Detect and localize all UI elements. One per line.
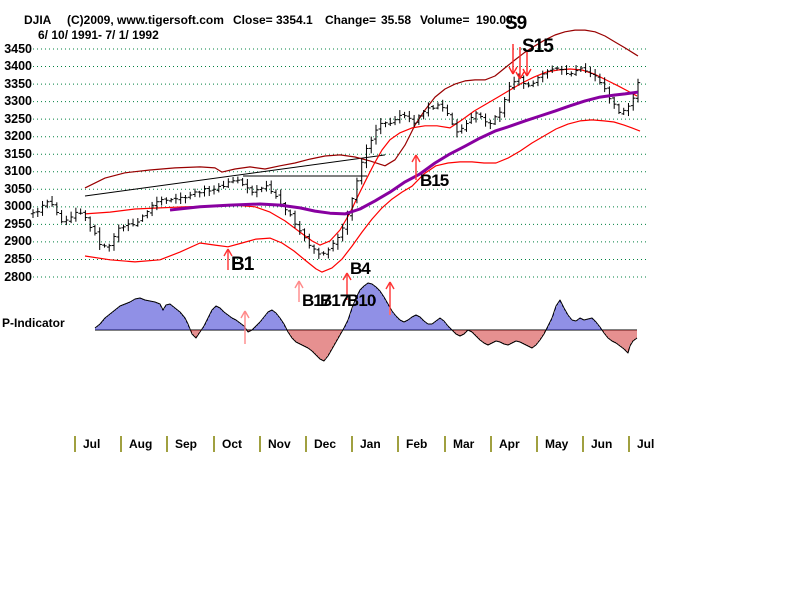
month-label-9-apr: Apr — [499, 437, 520, 451]
date-range: 6/ 10/ 1991- 7/ 1/ 1992 — [38, 28, 159, 42]
signal-label-s9-6: S9 — [505, 13, 527, 34]
y-axis-label-3300: 3300 — [4, 94, 32, 109]
y-axis-label-3150: 3150 — [4, 146, 32, 161]
y-axis-label-3350: 3350 — [4, 76, 32, 91]
signal-label-b4-1: B4 — [350, 259, 371, 278]
month-label-3-oct: Oct — [222, 437, 243, 451]
copyright-text: (C)2009, www.tigersoft.com — [67, 13, 224, 27]
month-label-5-dec: Dec — [314, 437, 337, 451]
close-label: Close= — [233, 13, 273, 27]
month-label-7-feb: Feb — [406, 437, 428, 451]
month-label-8-mar: Mar — [453, 437, 475, 451]
y-axis-label-2800: 2800 — [4, 269, 32, 284]
signal-label-b15-2: B15 — [420, 171, 449, 190]
change-label: Change= — [325, 13, 377, 27]
signal-label-b17-3: B17 — [302, 291, 331, 310]
y-axis-label-3100: 3100 — [4, 164, 32, 179]
month-label-0-jul: Jul — [83, 437, 101, 451]
y-axis-label-3400: 3400 — [4, 59, 32, 74]
y-axis-label-2950: 2950 — [4, 216, 32, 231]
y-axis-label-3200: 3200 — [4, 129, 32, 144]
signal-label-b10-5: B10 — [347, 291, 376, 310]
change-value: 35.58 — [381, 13, 412, 27]
p-indicator-label: P-Indicator — [2, 316, 65, 330]
month-label-6-jan: Jan — [360, 437, 381, 451]
signal-label-s15-7: S15 — [522, 36, 554, 57]
month-label-1-aug: Aug — [129, 437, 153, 451]
volume-label: Volume= — [420, 13, 470, 27]
month-label-4-nov: Nov — [268, 437, 291, 451]
y-axis-label-3450: 3450 — [4, 41, 32, 56]
month-label-12-jul: Jul — [637, 437, 655, 451]
signal-label-b1-0: B1 — [231, 254, 254, 275]
y-axis-label-3000: 3000 — [4, 199, 32, 214]
signal-label-b17-4: B17 — [320, 291, 349, 310]
y-axis-label-3250: 3250 — [4, 111, 32, 126]
volume-value: 190.00 — [476, 13, 513, 27]
month-label-2-sep: Sep — [175, 437, 198, 451]
month-label-11-jun: Jun — [591, 437, 613, 451]
close-value: 3354.1 — [276, 13, 313, 27]
y-axis-label-2850: 2850 — [4, 251, 32, 266]
y-axis-label-2900: 2900 — [4, 234, 32, 249]
month-label-10-may: May — [545, 437, 569, 451]
symbol-title: DJIA — [24, 13, 52, 27]
y-axis-label-3050: 3050 — [4, 181, 32, 196]
